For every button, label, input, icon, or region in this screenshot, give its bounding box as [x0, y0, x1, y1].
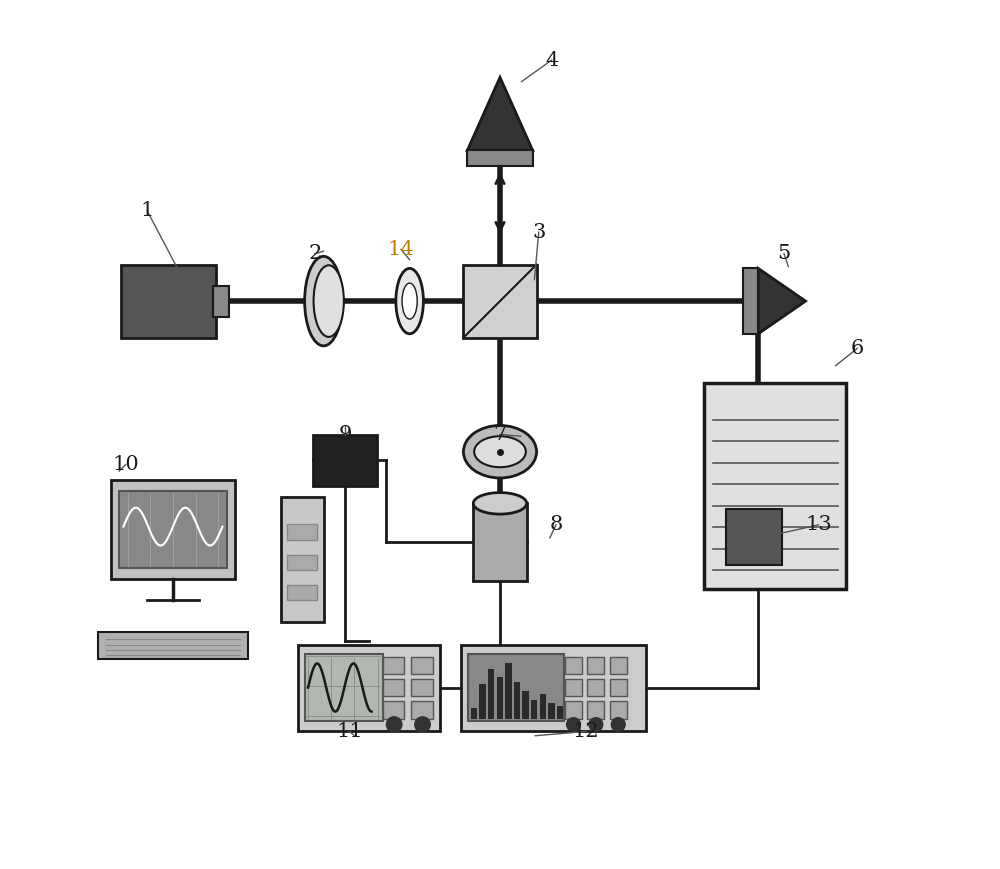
Circle shape: [567, 718, 580, 732]
Polygon shape: [467, 77, 533, 150]
FancyBboxPatch shape: [471, 708, 477, 719]
FancyBboxPatch shape: [565, 657, 582, 673]
Text: 5: 5: [777, 244, 791, 263]
FancyBboxPatch shape: [726, 509, 782, 566]
Ellipse shape: [463, 426, 537, 478]
Ellipse shape: [473, 493, 527, 514]
Ellipse shape: [474, 436, 526, 468]
FancyBboxPatch shape: [587, 679, 604, 696]
FancyBboxPatch shape: [461, 646, 646, 732]
FancyBboxPatch shape: [287, 524, 317, 540]
Ellipse shape: [314, 265, 344, 337]
FancyBboxPatch shape: [411, 701, 433, 719]
Circle shape: [589, 718, 603, 732]
FancyBboxPatch shape: [463, 264, 537, 338]
FancyBboxPatch shape: [557, 706, 563, 719]
FancyBboxPatch shape: [98, 632, 248, 659]
FancyBboxPatch shape: [287, 554, 317, 570]
FancyBboxPatch shape: [468, 654, 564, 721]
FancyBboxPatch shape: [411, 657, 433, 673]
Circle shape: [415, 717, 430, 733]
FancyBboxPatch shape: [587, 657, 604, 673]
FancyBboxPatch shape: [522, 691, 529, 719]
FancyBboxPatch shape: [505, 662, 512, 719]
FancyBboxPatch shape: [610, 679, 627, 696]
FancyBboxPatch shape: [587, 701, 604, 719]
FancyBboxPatch shape: [287, 585, 317, 600]
FancyBboxPatch shape: [743, 269, 758, 334]
FancyBboxPatch shape: [488, 668, 494, 719]
FancyBboxPatch shape: [313, 434, 377, 486]
FancyBboxPatch shape: [473, 503, 527, 580]
FancyBboxPatch shape: [383, 657, 404, 673]
FancyBboxPatch shape: [514, 682, 520, 719]
FancyBboxPatch shape: [610, 701, 627, 719]
FancyBboxPatch shape: [281, 497, 324, 621]
FancyBboxPatch shape: [111, 480, 235, 579]
Text: 6: 6: [851, 339, 864, 358]
FancyBboxPatch shape: [411, 679, 433, 696]
FancyBboxPatch shape: [531, 700, 537, 719]
Text: 13: 13: [805, 515, 832, 534]
Ellipse shape: [305, 256, 342, 346]
FancyBboxPatch shape: [119, 491, 227, 568]
FancyBboxPatch shape: [383, 701, 404, 719]
Text: 12: 12: [573, 722, 599, 741]
Text: 3: 3: [532, 222, 545, 242]
FancyBboxPatch shape: [383, 679, 404, 696]
Text: 14: 14: [388, 240, 414, 259]
Circle shape: [611, 718, 625, 732]
Circle shape: [386, 717, 402, 733]
FancyBboxPatch shape: [479, 684, 486, 719]
FancyBboxPatch shape: [121, 264, 216, 338]
Text: 4: 4: [545, 50, 558, 70]
FancyBboxPatch shape: [298, 646, 440, 732]
Text: 8: 8: [549, 515, 563, 534]
Polygon shape: [758, 269, 806, 334]
Text: 7: 7: [493, 425, 507, 444]
Text: 11: 11: [336, 722, 363, 741]
FancyBboxPatch shape: [704, 383, 846, 589]
Text: 2: 2: [308, 244, 322, 263]
FancyBboxPatch shape: [305, 654, 383, 721]
FancyBboxPatch shape: [565, 701, 582, 719]
FancyBboxPatch shape: [610, 657, 627, 673]
FancyBboxPatch shape: [497, 677, 503, 719]
FancyBboxPatch shape: [213, 286, 229, 316]
FancyBboxPatch shape: [540, 694, 546, 719]
FancyBboxPatch shape: [565, 679, 582, 696]
Text: 9: 9: [338, 425, 352, 444]
Ellipse shape: [396, 269, 423, 334]
Ellipse shape: [402, 283, 417, 319]
FancyBboxPatch shape: [548, 703, 555, 719]
FancyBboxPatch shape: [467, 150, 533, 166]
Text: 1: 1: [140, 202, 154, 220]
Text: 10: 10: [112, 455, 139, 474]
